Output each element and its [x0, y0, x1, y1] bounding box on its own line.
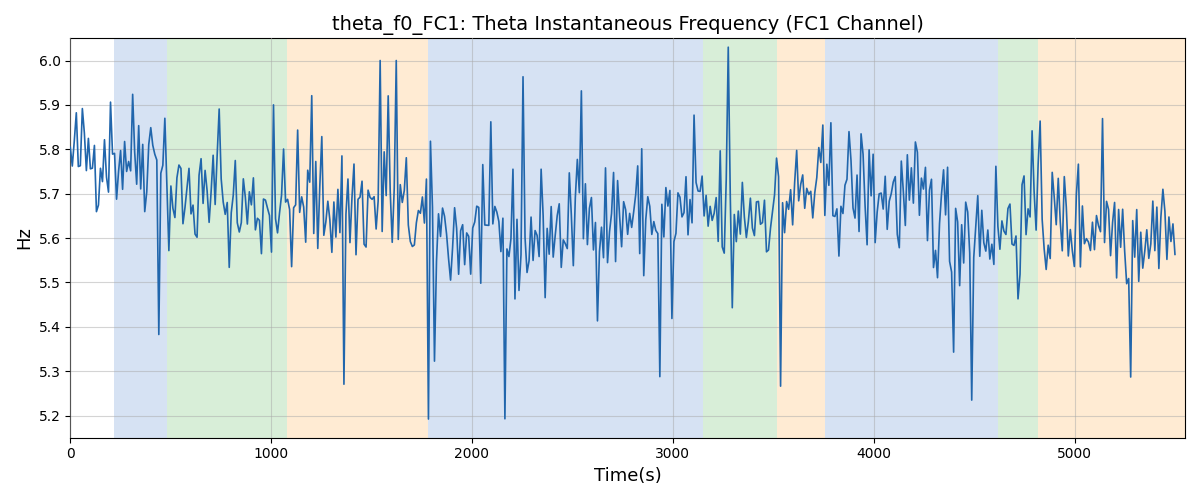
Bar [427, 38, 685, 438]
Title: theta_f0_FC1: Theta Instantaneous Frequency (FC1 Channel): theta_f0_FC1: Theta Instantaneous Freque… [331, 15, 924, 35]
Bar [114, 38, 167, 438]
Bar [685, 38, 703, 438]
Bar [998, 38, 1038, 438]
Bar [167, 38, 287, 438]
Bar [287, 38, 427, 438]
Bar [1038, 38, 1186, 438]
X-axis label: Time(s): Time(s) [594, 467, 661, 485]
Bar [703, 38, 778, 438]
Bar [778, 38, 826, 438]
Bar [826, 38, 998, 438]
Y-axis label: Hz: Hz [16, 226, 34, 250]
